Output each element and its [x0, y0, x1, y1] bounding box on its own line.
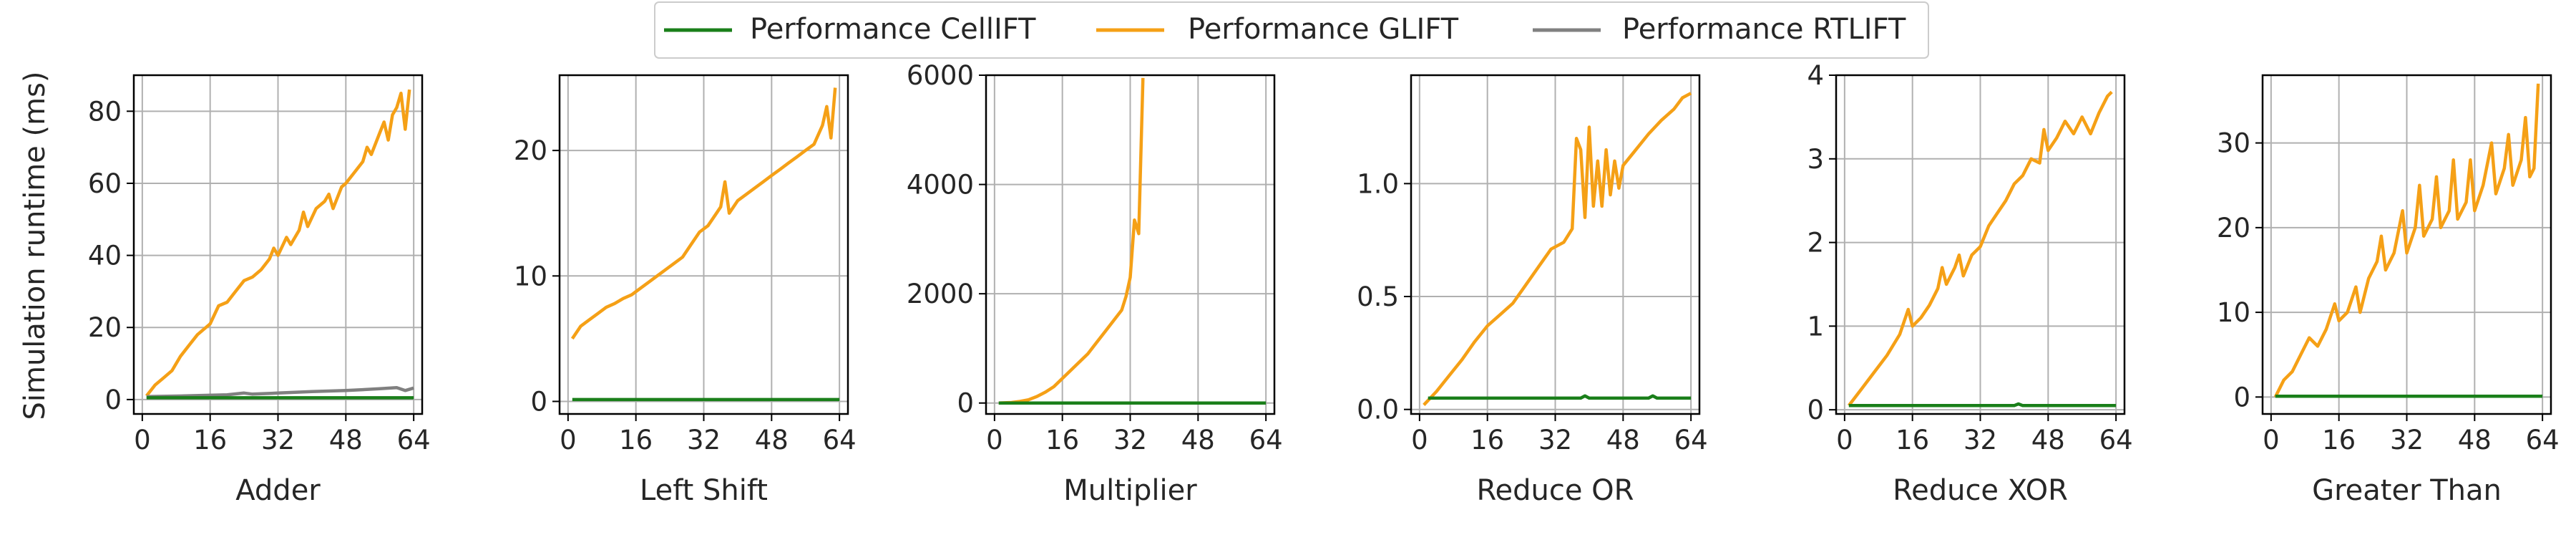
plot-frame	[558, 74, 849, 415]
x-tick-label: 48	[755, 425, 789, 455]
series-line-rtlift	[146, 386, 414, 399]
plot-frame	[2261, 74, 2552, 415]
x-tick-label: 16	[619, 425, 653, 455]
x-tick-label: 64	[1674, 425, 1708, 455]
x-tick-label: 16	[1896, 425, 1929, 455]
series-line-cellift	[1848, 402, 2117, 408]
x-tick-label: 48	[1181, 425, 1215, 455]
y-tick-label: 2	[1807, 228, 1824, 259]
plot-frame	[985, 74, 1276, 415]
y-tick-label: 20	[88, 312, 122, 343]
plot-frame	[1410, 74, 1701, 415]
x-tick-label: 64	[823, 425, 857, 455]
legend-entry-label: Performance RTLIFT	[1622, 13, 1906, 46]
chart-panel: 0 16 32 48 64 0.0 0.5 1.0 Reduce OR	[1357, 74, 1708, 507]
x-tick-label: 16	[193, 425, 227, 455]
legend-frame	[654, 1, 1929, 59]
legend-entry-label: Performance GLIFT	[1188, 13, 1459, 46]
y-tick-label: 1.0	[1357, 168, 1399, 199]
x-axis-label: Reduce OR	[1477, 474, 1634, 507]
series-line-glift	[2273, 83, 2540, 398]
x-tick-label: 16	[1045, 425, 1079, 455]
x-tick-label: 0	[1411, 425, 1428, 455]
chart-panel: 0 16 32 48 64 0 1 2 3 4 Reduce XOR	[1807, 60, 2132, 507]
y-tick-label: 20	[514, 135, 547, 166]
series-line-glift	[1848, 90, 2113, 407]
x-axis-label: Adder	[235, 474, 321, 507]
y-tick-label: 1	[1807, 311, 1824, 342]
y-tick-label: 0	[1807, 395, 1824, 425]
x-axis-label: Multiplier	[1063, 474, 1197, 507]
x-axis-label: Greater Than	[2312, 474, 2502, 507]
y-tick-label: 80	[88, 96, 122, 127]
y-tick-label: 3	[1807, 144, 1824, 175]
legend-entry-label: Performance CellIFT	[750, 13, 1036, 46]
x-tick-label: 0	[986, 425, 1003, 455]
x-tick-label: 64	[2099, 425, 2133, 455]
plot-frame	[1835, 74, 2126, 415]
y-tick-label: 40	[88, 241, 122, 271]
y-tick-label: 4	[1807, 60, 1824, 91]
y-tick-label: 0.5	[1357, 281, 1399, 312]
y-tick-label: 4000	[907, 170, 974, 201]
series-line-glift	[1423, 92, 1692, 406]
series-line-glift	[998, 77, 1145, 405]
y-tick-label: 30	[2217, 128, 2250, 159]
y-tick-label: 0	[957, 388, 974, 419]
x-tick-label: 32	[261, 425, 295, 455]
y-tick-label: 0	[104, 385, 122, 415]
y-tick-label: 6000	[907, 60, 974, 91]
x-tick-label: 0	[560, 425, 577, 455]
x-tick-label: 32	[1113, 425, 1147, 455]
chart-panel: 0 16 32 48 64 0 10 20 30 Greater Than	[2217, 74, 2560, 507]
x-tick-label: 16	[1470, 425, 1504, 455]
y-tick-label: 2000	[907, 279, 974, 309]
x-tick-label: 48	[2458, 425, 2492, 455]
y-tick-label: 60	[88, 168, 122, 199]
chart-panel: 0 16 32 48 64 0 2000 4000 6000 Multiplier	[907, 60, 1283, 507]
x-tick-label: 64	[397, 425, 431, 455]
y-tick-label: 10	[2217, 297, 2250, 328]
x-tick-label: 64	[1249, 425, 1283, 455]
legend: Performance CellIFT Performance GLIFT Perf…	[654, 1, 1929, 59]
x-tick-label: 48	[329, 425, 363, 455]
x-tick-label: 32	[687, 425, 721, 455]
x-tick-label: 0	[2263, 425, 2280, 455]
series-line-glift	[570, 87, 837, 340]
x-tick-label: 32	[1963, 425, 1997, 455]
x-axis-label: Left Shift	[640, 474, 768, 507]
x-tick-label: 0	[1836, 425, 1853, 455]
series-line-glift	[145, 89, 411, 397]
x-tick-label: 64	[2526, 425, 2560, 455]
y-axis-label: Simulation runtime (ms)	[19, 71, 52, 420]
y-tick-label: 0.0	[1357, 395, 1399, 425]
y-tick-label: 0	[2233, 382, 2250, 413]
x-axis-label: Reduce XOR	[1893, 474, 2068, 507]
y-tick-label: 0	[530, 386, 547, 417]
y-tick-label: 10	[514, 261, 547, 291]
x-tick-label: 48	[1606, 425, 1640, 455]
x-tick-label: 32	[2390, 425, 2424, 455]
x-tick-label: 48	[2031, 425, 2065, 455]
y-tick-label: 20	[2217, 213, 2250, 244]
x-tick-label: 0	[134, 425, 151, 455]
chart-panel: 0 16 32 48 64 0 10 20 Left Shift	[514, 74, 857, 507]
plot-frame	[132, 74, 424, 415]
x-tick-label: 16	[2322, 425, 2356, 455]
series-line-cellift	[1428, 394, 1692, 400]
chart-panel: 0 16 32 48 64 0 20 40 60 80 Adder	[88, 74, 431, 507]
x-tick-label: 32	[1538, 425, 1572, 455]
